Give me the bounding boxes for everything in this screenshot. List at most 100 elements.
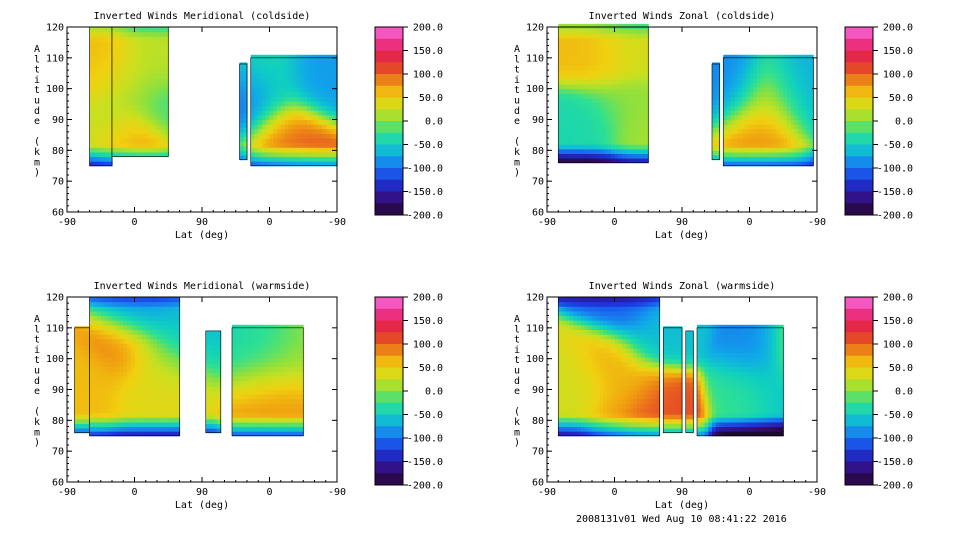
contour-cell <box>112 297 117 303</box>
y-tick-label: 110 <box>46 323 64 334</box>
contour-cell <box>273 64 278 70</box>
contour-cell <box>74 372 79 378</box>
contour-cell <box>584 371 589 377</box>
contour-cell <box>164 301 169 307</box>
y-axis-label-char: k <box>34 147 40 158</box>
contour-cell <box>333 96 338 102</box>
contour-cell <box>115 357 121 363</box>
contour-cell <box>333 77 338 84</box>
contour-cell <box>134 297 139 303</box>
contour-cell <box>637 403 642 409</box>
contour-cell <box>262 412 267 418</box>
contour-cell <box>618 352 623 358</box>
contour-cell <box>145 380 151 386</box>
contour-cell <box>644 134 649 141</box>
contour-cell <box>100 59 106 65</box>
contour-cell <box>738 54 743 60</box>
contour-cell <box>157 347 162 354</box>
contour-cell <box>764 73 769 79</box>
contour-cell <box>239 118 244 124</box>
contour-cell <box>783 161 788 167</box>
contour-cell <box>97 147 102 153</box>
contour-cell <box>599 394 604 400</box>
contour-cell <box>280 357 286 363</box>
contour-cell <box>175 347 181 354</box>
contour-cell <box>562 389 567 395</box>
contour-cell <box>618 79 623 85</box>
colorbar-tick-label: -200.0 <box>877 211 913 222</box>
contour-field-2 <box>557 23 814 167</box>
contour-cell <box>580 338 586 344</box>
contour-cell <box>262 361 267 367</box>
contour-cell <box>625 28 631 34</box>
contour-cell <box>280 151 286 158</box>
contour-cell <box>250 138 256 144</box>
contour-cell <box>97 101 102 107</box>
contour-cell <box>134 27 139 33</box>
contour-cell <box>764 105 769 111</box>
contour-cell <box>243 394 248 400</box>
contour-cell <box>93 315 98 321</box>
contour-cell <box>145 128 151 134</box>
contour-cell <box>288 329 293 335</box>
contour-cell <box>749 161 754 167</box>
y-axis-label-char: A <box>34 44 40 55</box>
contour-cell <box>577 125 582 131</box>
contour-cell <box>562 412 567 418</box>
contour-cell <box>292 87 297 93</box>
contour-cell <box>273 161 278 167</box>
contour-cell <box>104 161 109 167</box>
contour-cell <box>112 128 117 134</box>
contour-cell <box>115 361 121 367</box>
contour-cell <box>569 134 574 141</box>
contour-cell <box>250 371 256 377</box>
contour-cell <box>232 417 237 423</box>
contour-cell <box>622 403 627 409</box>
contour-cell <box>142 138 147 144</box>
contour-cell <box>712 62 717 68</box>
contour-cell <box>742 87 747 93</box>
contour-cell <box>100 306 106 312</box>
contour-cell <box>562 398 567 404</box>
contour-cell <box>100 105 106 111</box>
contour-cell <box>618 338 623 344</box>
contour-cell <box>625 51 631 57</box>
colorbar-swatch <box>375 179 403 192</box>
contour-cell <box>790 151 796 158</box>
contour-cell <box>149 27 154 33</box>
contour-cell <box>633 148 638 154</box>
contour-cell <box>243 81 248 87</box>
contour-cell <box>235 361 241 367</box>
contour-cell <box>250 324 256 330</box>
contour-cell <box>273 398 278 404</box>
contour-cell <box>100 101 106 107</box>
contour-cell <box>603 37 608 43</box>
contour-cell <box>779 147 784 153</box>
contour-cell <box>93 371 98 377</box>
contour-cell <box>145 105 151 111</box>
contour-cell <box>258 389 263 395</box>
contour-cell <box>633 324 638 330</box>
contour-cell <box>607 320 612 326</box>
contour-cell <box>138 320 143 326</box>
contour-cell <box>599 97 604 104</box>
contour-cell <box>603 65 608 71</box>
contour-cell <box>573 329 578 335</box>
contour-cell <box>138 151 143 158</box>
contour-cell <box>558 412 563 418</box>
y-tick-label: 80 <box>532 146 544 157</box>
contour-cell <box>115 412 121 418</box>
contour-cell <box>149 384 154 391</box>
contour-cell <box>280 361 286 367</box>
contour-cell <box>130 105 136 111</box>
contour-cell <box>172 384 177 391</box>
contour-cell <box>629 334 634 340</box>
contour-cell <box>742 77 747 84</box>
contour-cell <box>318 119 323 125</box>
contour-cell <box>168 412 173 418</box>
contour-cell <box>160 54 166 60</box>
contour-cell <box>258 54 263 60</box>
contour-cell <box>205 354 211 360</box>
contour-cell <box>168 320 173 326</box>
contour-cell <box>727 124 732 130</box>
